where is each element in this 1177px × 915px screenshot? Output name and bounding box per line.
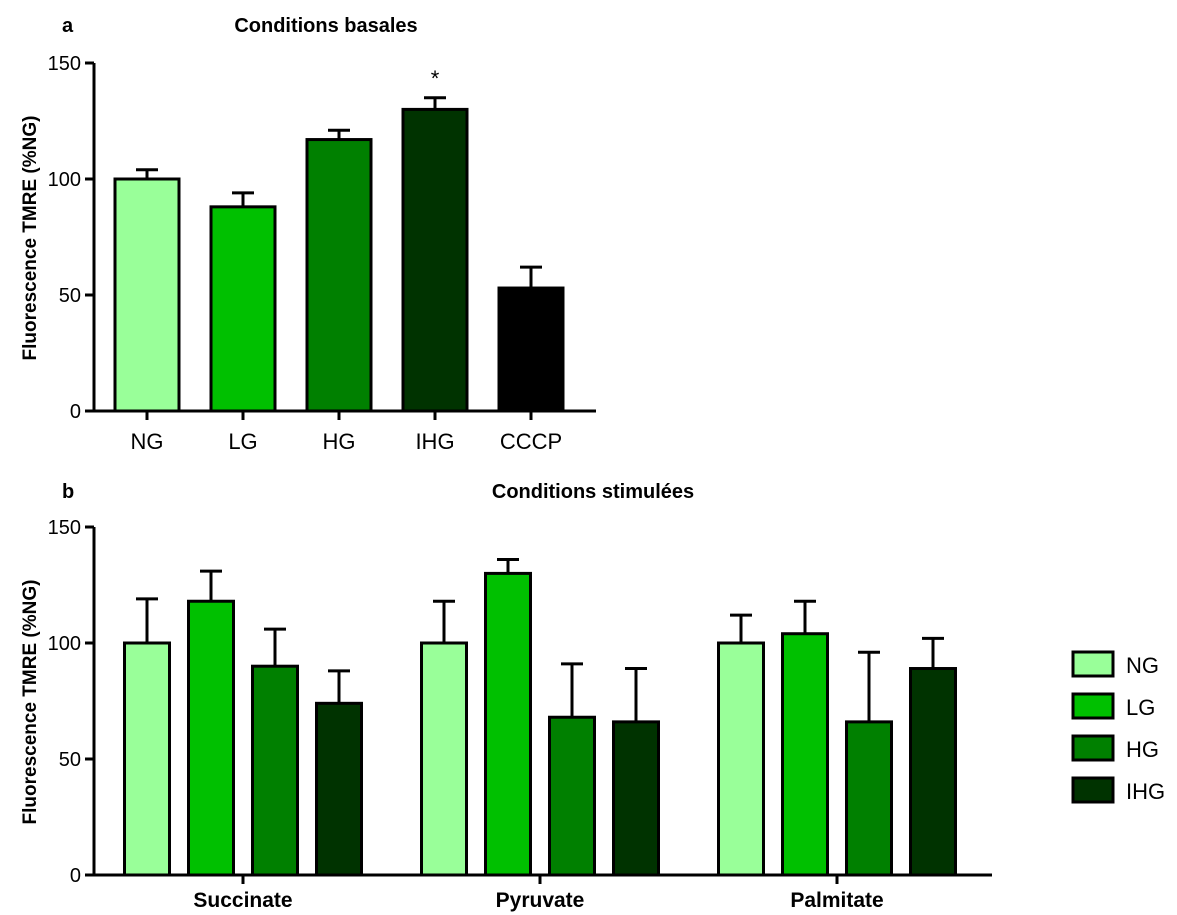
legend-label-hg: HG: [1126, 737, 1159, 762]
legend: NG LG HG IHG: [1071, 650, 1165, 804]
chart-a-ytick-label: 150: [48, 53, 81, 75]
panel-a-letter: a: [62, 15, 74, 37]
chart-b-xticks: Succinate Pyruvate Palmitate: [193, 889, 883, 912]
chart-a-xtick-hg: HG: [323, 429, 356, 454]
chart-b-ytick-label: 0: [70, 865, 81, 887]
chart-a: Fluorescence TMRE (%NG) 0 50 100 150 * NG LG…: [20, 53, 596, 454]
chart-b-bar-succinate-ng: [123, 641, 171, 877]
chart-a-bar-lg: [209, 205, 277, 413]
chart-a-ytick-label: 50: [59, 285, 81, 307]
chart-a-xtick-ng: NG: [131, 429, 164, 454]
chart-b-bar-succinate-lg: [187, 599, 235, 877]
chart-b-bar-pyruvate-ng: [420, 641, 468, 877]
chart-b-bar-succinate-ihg: [315, 701, 363, 877]
chart-b-ylabel: Fluorescence TMRE (%NG): [20, 580, 41, 825]
chart-b-bars: [123, 557, 957, 877]
chart-b-bar-palmitate-lg: [781, 632, 829, 877]
chart-b-bar-pyruvate-lg: [484, 571, 532, 877]
chart-a-ytick-label: 0: [70, 401, 81, 423]
legend-label-ihg: IHG: [1126, 779, 1165, 804]
chart-a-ylabel: Fluorescence TMRE (%NG): [20, 116, 41, 361]
legend-label-ng: NG: [1126, 653, 1159, 678]
legend-label-lg: LG: [1126, 695, 1155, 720]
panel-a-title: Conditions basales: [234, 15, 417, 37]
chart-b: Fluorescence TMRE (%NG) 0 50 100 150 Succin…: [20, 517, 992, 912]
chart-b-bar-palmitate-hg: [845, 720, 893, 877]
chart-b-xtick-succinate: Succinate: [193, 889, 292, 912]
legend-swatch-lg: [1071, 692, 1115, 720]
chart-a-ytick-label: 100: [48, 169, 81, 191]
chart-b-axes: 0 50 100 150: [48, 517, 992, 887]
chart-a-bar-cccp: [497, 286, 565, 413]
chart-a-significance-ihg: *: [431, 66, 440, 91]
chart-a-xticks: NG LG HG IHG CCCP: [131, 429, 563, 454]
panel-b-letter: b: [62, 481, 74, 503]
chart-b-bar-succinate-hg: [251, 664, 299, 877]
legend-swatch-hg: [1071, 734, 1115, 762]
chart-b-bar-palmitate-ihg: [909, 667, 957, 877]
chart-a-xtick-lg: LG: [228, 429, 257, 454]
chart-a-xtick-ihg: IHG: [415, 429, 454, 454]
chart-b-xtick-palmitate: Palmitate: [790, 889, 883, 912]
chart-b-bar-palmitate-ng: [717, 641, 765, 877]
chart-a-bar-hg: [305, 138, 373, 413]
chart-b-ytick-label: 50: [59, 749, 81, 771]
chart-b-ytick-label: 100: [48, 633, 81, 655]
panel-b-title: Conditions stimulées: [492, 481, 694, 503]
chart-b-xtick-pyruvate: Pyruvate: [496, 889, 585, 912]
chart-a-bar-ihg: [401, 107, 469, 413]
chart-b-bar-pyruvate-ihg: [612, 720, 660, 877]
chart-b-bar-pyruvate-hg: [548, 715, 596, 877]
chart-a-bars: *: [113, 66, 565, 413]
chart-a-bar-ng: [113, 177, 181, 413]
chart-a-xtick-cccp: CCCP: [500, 429, 562, 454]
chart-b-ytick-label: 150: [48, 517, 81, 539]
legend-swatch-ng: [1071, 650, 1115, 678]
legend-swatch-ihg: [1071, 776, 1115, 804]
